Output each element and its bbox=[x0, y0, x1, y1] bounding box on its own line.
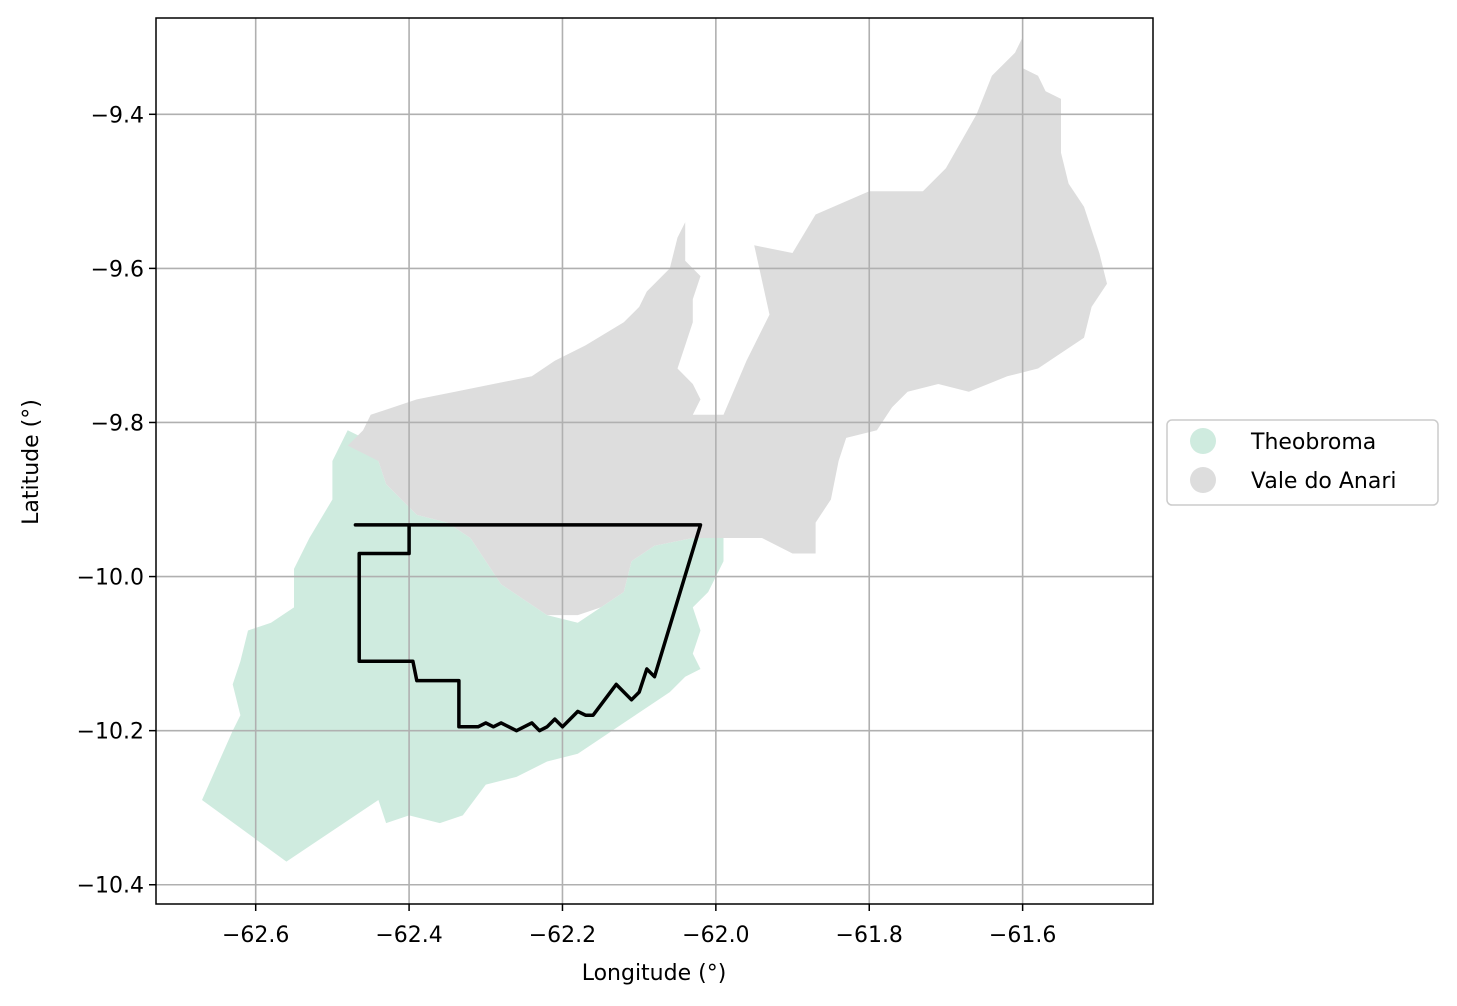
legend-marker bbox=[1190, 467, 1216, 493]
y-tick-label: −9.4 bbox=[91, 103, 144, 128]
legend-box bbox=[1166, 419, 1439, 506]
regions-layer bbox=[202, 37, 1107, 862]
plot-frame bbox=[155, 17, 1154, 905]
legend: Theobroma Vale do Anari bbox=[1166, 419, 1439, 506]
grid-layer bbox=[156, 18, 1153, 904]
x-tick-label: −62.6 bbox=[222, 923, 289, 948]
legend-label: Theobroma bbox=[1250, 430, 1376, 455]
legend-label: Vale do Anari bbox=[1251, 469, 1397, 494]
legend-items: Theobroma Vale do Anari bbox=[1190, 428, 1397, 494]
x-tick-label: −62.2 bbox=[529, 923, 596, 948]
outline-layer bbox=[353, 523, 703, 733]
y-tick-label: −10.2 bbox=[77, 720, 144, 745]
ticks-layer: −62.6 −62.4 −62.2 −62.0 −61.8 −61.6 −9.4 −9.6 −9… bbox=[77, 103, 1057, 948]
y-tick-label: −9.8 bbox=[91, 411, 144, 436]
x-tick-label: −61.6 bbox=[989, 923, 1056, 948]
legend-marker bbox=[1190, 428, 1216, 454]
region-theobroma bbox=[202, 430, 724, 862]
boundary-outline bbox=[353, 523, 703, 733]
x-tick-label: −61.8 bbox=[836, 923, 903, 948]
x-tick-label: −62.0 bbox=[682, 923, 749, 948]
y-tick-label: −10.0 bbox=[77, 566, 144, 591]
y-axis-label: Latitude (°) bbox=[19, 399, 44, 525]
x-axis-label: Longitude (°) bbox=[582, 961, 727, 986]
x-tick-label: −62.4 bbox=[375, 923, 442, 948]
y-tick-label: −10.4 bbox=[77, 874, 144, 899]
y-tick-label: −9.6 bbox=[91, 257, 144, 282]
region-vale-do-anari bbox=[347, 37, 1107, 616]
